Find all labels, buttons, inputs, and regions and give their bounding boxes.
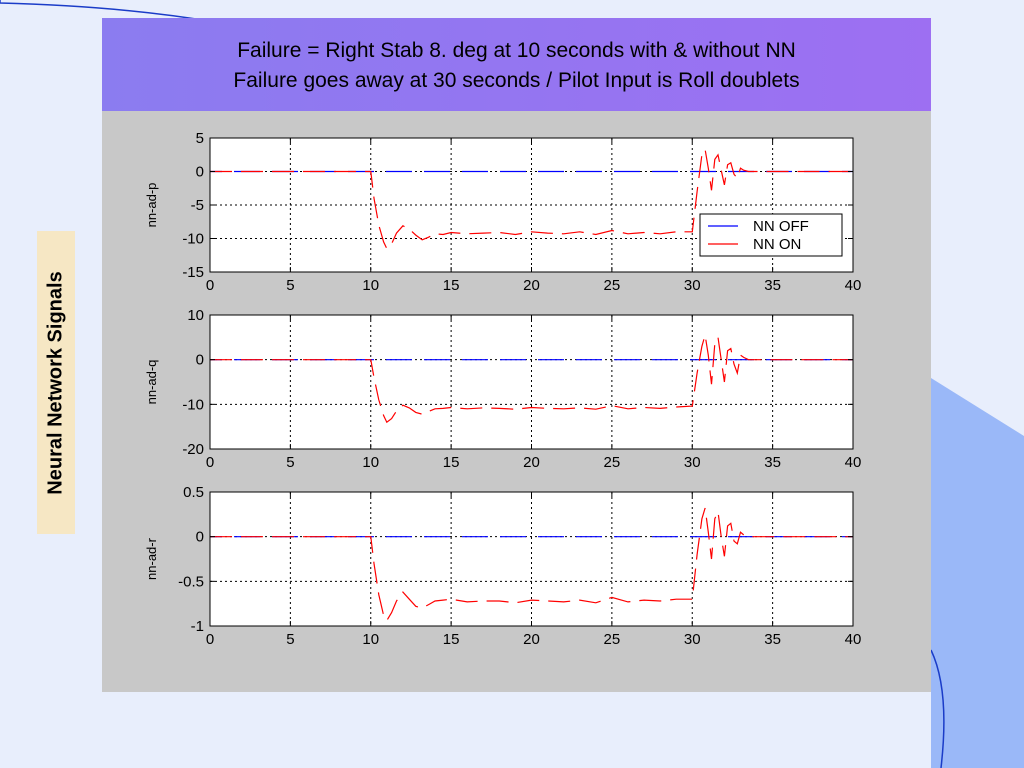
chart-panel-1: 0 5 10 15 20 25 30 35 40 5 0 -5 -10 -15 nn-ad-p NN OFFN… <box>144 130 861 294</box>
x-tick-label: 5 <box>286 454 294 471</box>
y-tick-label: 0.5 <box>183 484 204 501</box>
x-tick-label: 30 <box>684 277 701 294</box>
x-tick-label: 30 <box>684 454 701 471</box>
legend-label: NN OFF <box>753 218 809 235</box>
y-tick-label: 0 <box>196 352 204 369</box>
x-tick-label: 0 <box>206 631 214 648</box>
y-tick-label: -10 <box>182 396 204 413</box>
x-tick-label: 5 <box>286 277 294 294</box>
x-tick-label: 35 <box>764 631 781 648</box>
x-tick-label: 20 <box>523 277 540 294</box>
y-tick-label: -10 <box>182 231 204 248</box>
x-tick-label: 25 <box>604 454 621 471</box>
x-tick-label: 20 <box>523 454 540 471</box>
y-tick-label: -1 <box>191 618 204 635</box>
series-nn-on-line <box>210 334 853 424</box>
x-tick-label: 25 <box>604 631 621 648</box>
x-tick-label: 40 <box>845 277 862 294</box>
x-tick-label: 40 <box>845 454 862 471</box>
series-nn-on-line <box>210 507 853 622</box>
x-tick-label: 15 <box>443 631 460 648</box>
y-tick-label: 0 <box>196 164 204 181</box>
y-tick-label: 10 <box>187 307 204 324</box>
y-tick-label: -0.5 <box>178 573 204 590</box>
x-tick-label: 25 <box>604 277 621 294</box>
y-axis-label: nn-ad-p <box>144 183 159 228</box>
x-tick-label: 40 <box>845 631 862 648</box>
x-tick-label: 0 <box>206 454 214 471</box>
decor-right-curve <box>930 649 945 768</box>
chart-panel-3: 0 5 10 15 20 25 30 35 40 0.5 0 -0.5 -1 nn-ad-r <box>144 484 861 648</box>
y-tick-label: -5 <box>191 197 204 214</box>
y-tick-label: -15 <box>182 264 204 281</box>
decor-right-shape <box>931 378 1024 768</box>
x-tick-label: 15 <box>443 277 460 294</box>
side-label-text: Neural Network Signals <box>44 270 67 495</box>
title-band: Failure = Right Stab 8. deg at 10 second… <box>102 18 931 111</box>
x-tick-label: 5 <box>286 631 294 648</box>
x-tick-label: 10 <box>362 631 379 648</box>
x-tick-label: 0 <box>206 277 214 294</box>
side-label: Neural Network Signals <box>37 231 75 534</box>
x-tick-label: 10 <box>362 277 379 294</box>
x-tick-label: 10 <box>362 454 379 471</box>
legend-label: NN ON <box>753 236 801 253</box>
series-nn-on-line <box>210 147 853 250</box>
y-tick-label: 5 <box>196 130 204 147</box>
slide-title-line-2: Failure goes away at 30 seconds / Pilot … <box>233 69 800 92</box>
y-tick-label: 0 <box>196 529 204 546</box>
x-tick-label: 20 <box>523 631 540 648</box>
chart-panel-2: 0 5 10 15 20 25 30 35 40 10 0 -10 -20 nn-ad-q <box>144 307 861 471</box>
x-tick-label: 30 <box>684 631 701 648</box>
x-tick-label: 35 <box>764 454 781 471</box>
slide-title-line-1: Failure = Right Stab 8. deg at 10 second… <box>237 39 796 62</box>
y-axis-label: nn-ad-q <box>144 360 159 405</box>
legend-box <box>699 213 843 257</box>
y-tick-label: -20 <box>182 441 204 458</box>
x-tick-label: 35 <box>764 277 781 294</box>
x-tick-label: 15 <box>443 454 460 471</box>
decor-top-curve <box>0 0 216 23</box>
y-axis-label: nn-ad-r <box>144 537 159 580</box>
